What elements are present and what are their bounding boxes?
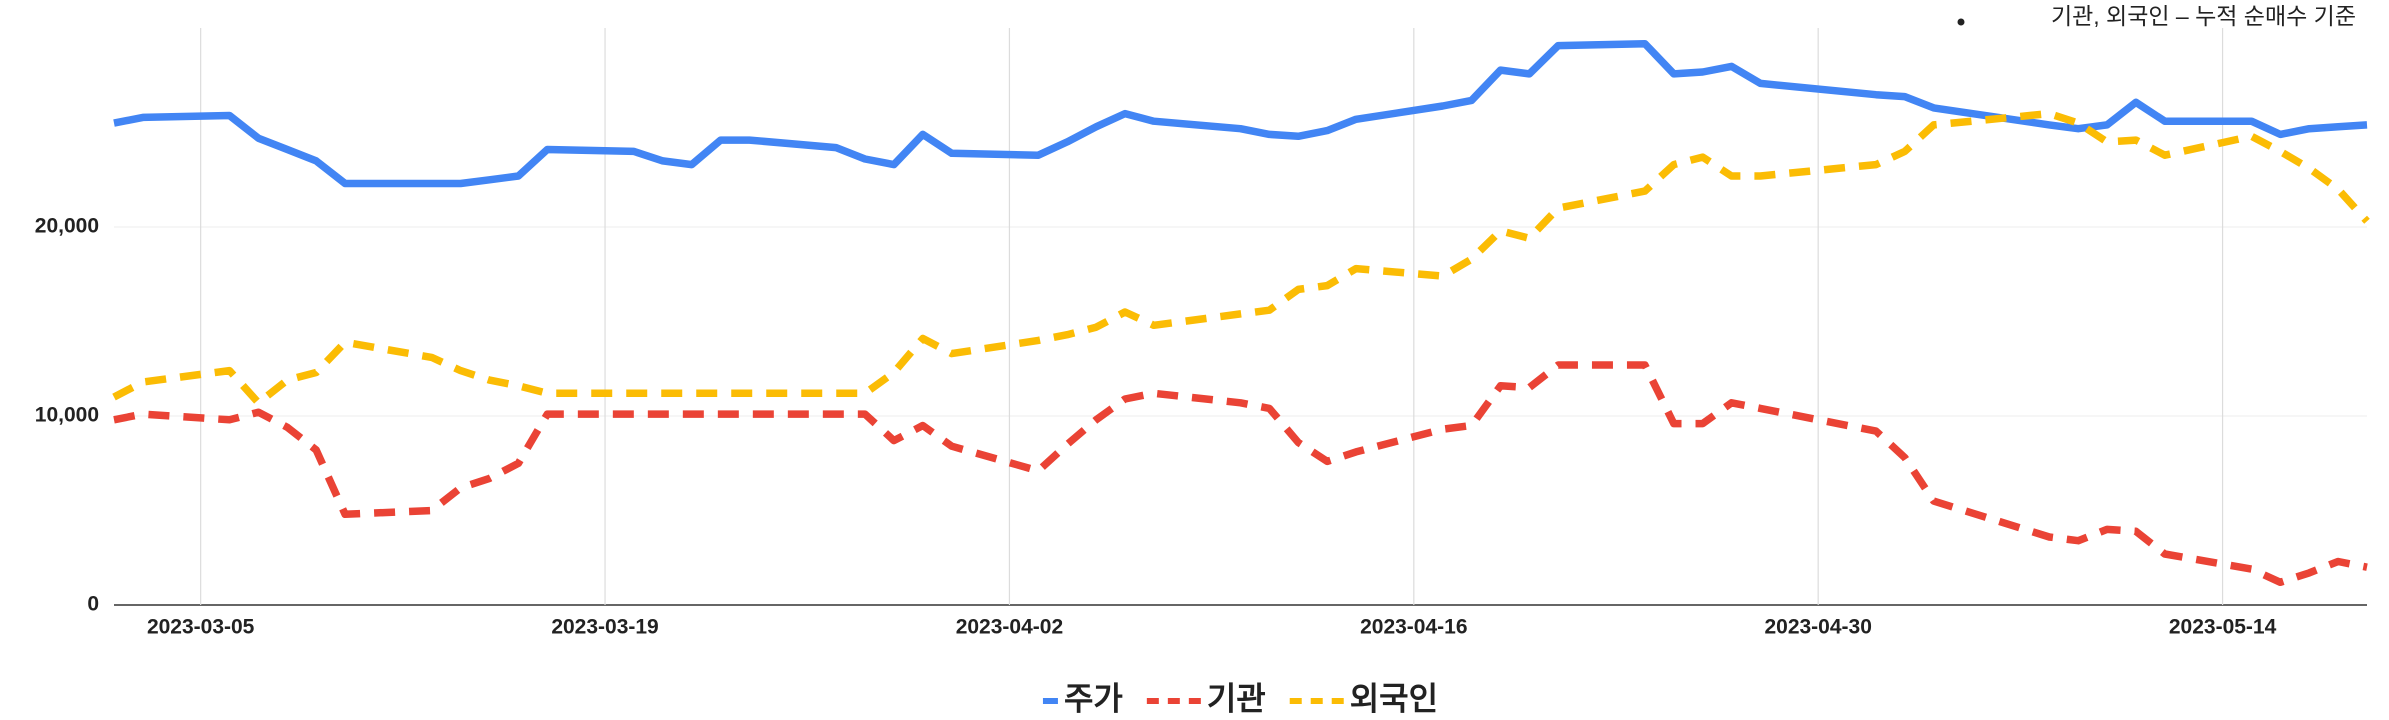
- x-tick-label: 2023-04-16: [1360, 616, 1467, 639]
- plot: [112, 39, 2370, 587]
- x-tick-label: 2023-05-14: [2169, 616, 2277, 639]
- bullet: [1957, 18, 1965, 26]
- grid: 0 10,000 20,000 2023-03-05 2023-03-19 2023-04…: [35, 28, 2367, 639]
- annotation: 기관, 외국인 – 누적 순매수 기준: [2051, 3, 2356, 29]
- y-tick-label: 0: [87, 593, 99, 616]
- legend-label: 외국인: [1350, 680, 1438, 716]
- x-tick-label: 2023-03-19: [551, 616, 658, 639]
- x-tick-label: 2023-03-05: [147, 616, 255, 639]
- x-tick-label: 2023-04-30: [1764, 616, 1871, 639]
- legend-label: 주가: [1064, 680, 1123, 716]
- x-tick-label: 2023-04-02: [956, 616, 1063, 639]
- series-line: [113, 39, 2368, 188]
- series-line: [112, 109, 2370, 407]
- y-tick-label: 10,000: [35, 404, 99, 427]
- legend: 주가 기관 외국인: [1042, 680, 1438, 716]
- y-tick-label: 20,000: [35, 215, 99, 238]
- legend-label: 기관: [1207, 680, 1266, 716]
- series-line: [113, 361, 2368, 587]
